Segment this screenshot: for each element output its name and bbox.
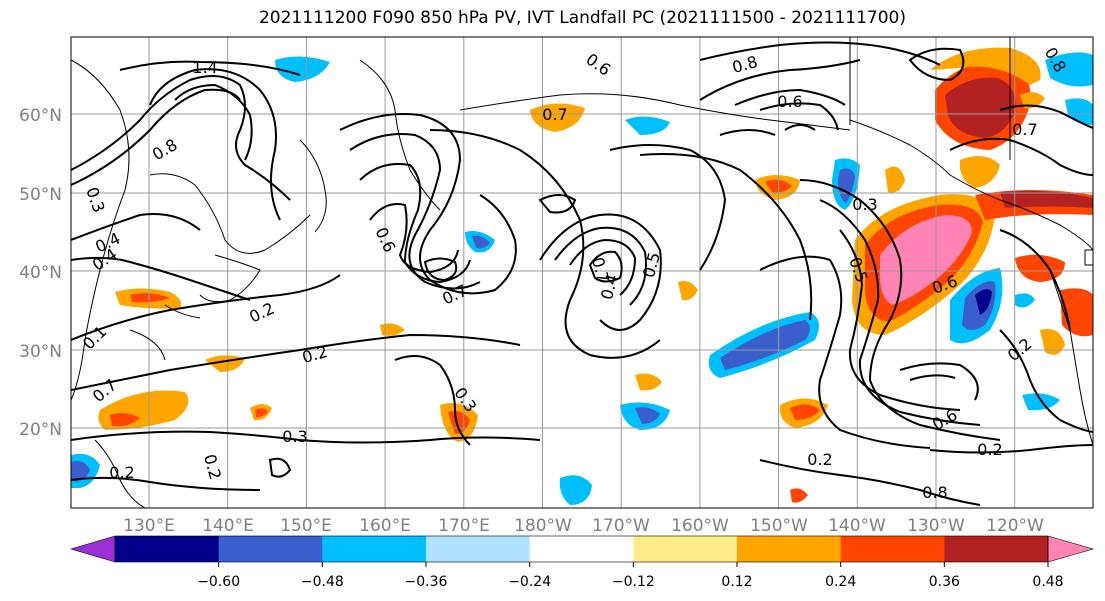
longitude-axis: 130°E 140°E 150°E 160°E 170°E 180°W 170°…: [123, 516, 1044, 536]
lon-label: 180°W: [514, 516, 572, 536]
contour-label: 0.3: [282, 427, 307, 446]
colorbar-extend-max: [1047, 535, 1095, 563]
colorbar-segment: [633, 536, 738, 562]
pv-contours: [71, 41, 1093, 506]
contour-label: 0.7: [1012, 120, 1037, 139]
lon-label: 130°E: [123, 516, 175, 536]
colorbar-segment: [426, 536, 531, 562]
colorbar-tick-label: 0.24: [825, 574, 856, 590]
lon-label: 160°W: [671, 516, 729, 536]
colorbar-segment: [944, 536, 1049, 562]
lat-label: 40°N: [19, 263, 62, 283]
colorbar-tick-label: 0.12: [721, 574, 752, 590]
lat-label: 30°N: [19, 342, 62, 362]
lon-label: 140°W: [828, 516, 886, 536]
lon-label: 170°W: [592, 516, 650, 536]
lon-label: 170°E: [438, 516, 490, 536]
colorbar-segment: [218, 536, 323, 562]
lat-label: 60°N: [19, 106, 62, 126]
colorbar-tick-label: −0.24: [508, 574, 551, 590]
contour-label: 0.2: [807, 450, 832, 469]
colorbar-segment: [322, 536, 427, 562]
colorbar-segment: [737, 536, 842, 562]
colorbar: −0.60 −0.48 −0.36 −0.24 −0.12 0.12 0.24 0.36 0.4…: [69, 535, 1095, 590]
colorbar-tick-label: 0.48: [1032, 574, 1063, 590]
lon-label: 150°W: [750, 516, 808, 536]
colorbar-tick-label: −0.60: [197, 574, 240, 590]
contour-label: 0.2: [109, 463, 134, 482]
latitude-axis: 60°N 50°N 40°N 30°N 20°N: [19, 106, 62, 440]
colorbar-tick-label: −0.48: [301, 574, 344, 590]
contour-label: 0.3: [852, 195, 877, 214]
colorbar-segment: [840, 536, 945, 562]
colorbar-tick-label: −0.12: [612, 574, 655, 590]
contour-label: 1.4: [192, 58, 217, 77]
lat-label: 50°N: [19, 185, 62, 205]
map-title: 2021111200 F090 850 hPa PV, IVT Landfall…: [258, 8, 906, 28]
plot-frame: [70, 36, 1094, 509]
colorbar-tick-label: 0.36: [929, 574, 960, 590]
lat-label: 20°N: [19, 420, 62, 440]
lon-label: 130°W: [907, 516, 965, 536]
colorbar-segment: [529, 536, 634, 562]
colorbar-tick-label: −0.36: [405, 574, 448, 590]
colorbar-extend-min: [69, 535, 116, 563]
contour-label: 0.2: [977, 440, 1002, 459]
colorbar-frame: [114, 535, 1049, 563]
lon-label: 150°E: [280, 516, 332, 536]
coastlines: [71, 37, 1093, 508]
colorbar-segment: [115, 536, 220, 562]
lon-label: 160°E: [359, 516, 411, 536]
ivt-anomaly-shading: [71, 47, 1093, 505]
contour-label: 0.6: [777, 92, 802, 111]
contour-label: 0.7: [542, 105, 567, 124]
contour-label: 0.8: [922, 483, 947, 502]
lon-label: 120°W: [986, 516, 1044, 536]
lon-label: 140°E: [202, 516, 254, 536]
